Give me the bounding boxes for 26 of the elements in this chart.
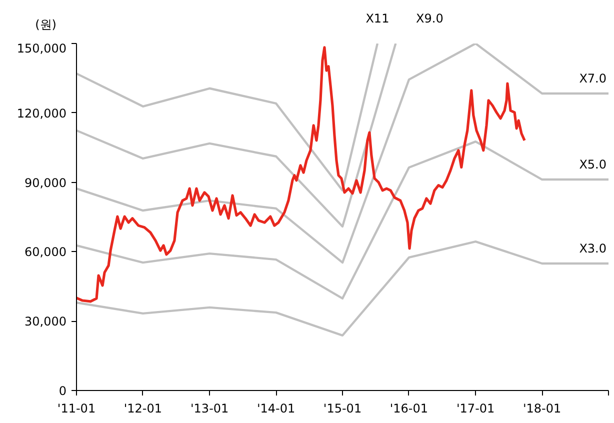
y-tick-label: 90,000 (24, 176, 67, 190)
line-series (76, 44, 397, 228)
y-axis-title: (원) (35, 18, 57, 32)
x-tick-label: '13-01 (190, 402, 229, 416)
y-tick-label: 0 (58, 384, 67, 398)
x-tick-label: '14-01 (256, 402, 296, 416)
x-tick-label: '17-01 (456, 402, 495, 416)
series-label: X11 (366, 12, 390, 26)
series-label: X7.0 (579, 71, 607, 86)
line-series (76, 44, 608, 264)
y-tick-label: 60,000 (24, 245, 67, 260)
x-tick-label: '12-01 (124, 402, 162, 416)
series-label: X3.0 (579, 242, 607, 256)
y-tick-label: 120,000 (16, 106, 66, 120)
y-tick-label: 30,000 (24, 314, 67, 329)
line-series (76, 140, 608, 300)
y-tick-label: 150,000 (16, 42, 66, 56)
line-series (76, 44, 379, 192)
x-tick-label: '16-01 (390, 402, 428, 416)
line-series (76, 46, 526, 303)
line-series (76, 240, 608, 337)
text: X9.0 (416, 12, 444, 26)
series-label: X5.0 (579, 158, 607, 172)
x-tick-label: '11-01 (57, 402, 96, 416)
x-tick-label: '15-01 (323, 402, 362, 416)
x-tick-label: '18-01 (522, 402, 562, 416)
